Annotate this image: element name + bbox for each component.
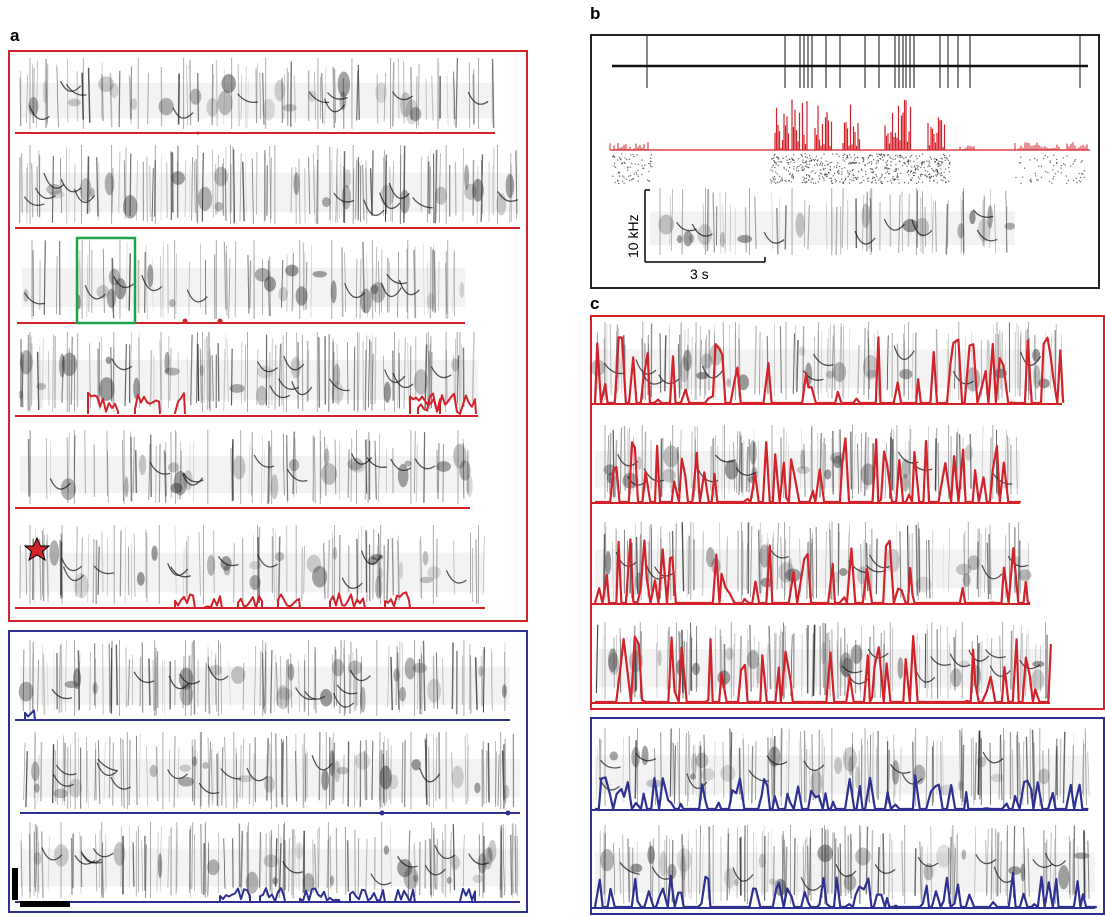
panel-b-spectrogram	[650, 188, 1016, 255]
panel-a-blue-trace-row-3	[219, 887, 476, 903]
panel-label-c: c	[590, 294, 600, 313]
panel-b-neural-trace	[612, 36, 1088, 88]
panel-a-spectrogram-row-2	[18, 145, 520, 224]
panel-a-blue-frame	[8, 630, 528, 913]
panel-c-blue-spectrogram-row-1	[595, 728, 1090, 806]
panel-a-blue-spectrogram-row-1	[18, 640, 510, 716]
panel-c-red-trace-row-3	[593, 538, 1031, 605]
panel-c-blue-spectrogram-row-2	[595, 825, 1095, 904]
panel-c-blue-frame	[590, 717, 1105, 915]
panel-a-red-frame	[8, 50, 528, 622]
panel-c-spectrogram-row-4	[595, 622, 1050, 699]
panel-b-firing-rate	[609, 99, 1090, 151]
panel-a-spectrogram-row-3	[22, 240, 465, 319]
freq-scale-label: 10 kHz	[625, 214, 641, 258]
panel-a-spectrogram-row-4	[18, 332, 478, 412]
panel-label-b: b	[590, 4, 601, 23]
annotation-layer: 10 kHz 3 s	[12, 189, 766, 907]
scale-bar-vertical	[12, 868, 18, 900]
panel-c-red-trace-row-1	[593, 336, 1065, 405]
panel-c-blue-trace-row-2	[593, 871, 1097, 909]
panel-c-red-trace-row-2	[595, 437, 1021, 504]
panel-a-blue-trace-row-1	[24, 709, 36, 721]
panel-a-spectrogram-row-1	[19, 58, 495, 129]
time-scale-label: 3 s	[690, 266, 709, 282]
panel-c-red-frame	[590, 315, 1105, 710]
panel-c-spectrogram-row-2	[595, 425, 1020, 499]
panel-b-frame	[590, 34, 1100, 289]
panel-a-spectrogram-row-6	[19, 525, 485, 605]
panel-label-a: a	[10, 26, 20, 45]
panel-a-red-trace-row-6	[174, 591, 411, 609]
scale-bar-horizontal	[20, 901, 70, 907]
panel-b-raster	[612, 153, 1085, 185]
panel-c-blue-trace-row-1	[595, 774, 1089, 811]
panel-a-blue-spectrogram-row-2	[23, 732, 520, 809]
green-highlight-box	[75, 236, 137, 325]
panel-a-spectrogram-row-5	[20, 430, 473, 504]
panel-c-red-trace-row-4	[595, 635, 1052, 704]
spectrogram-layer	[18, 58, 1095, 904]
panel-a-red-trace-row-4	[87, 391, 477, 415]
panel-a-blue-spectrogram-row-3	[20, 822, 520, 899]
red-star-marker	[23, 536, 51, 562]
